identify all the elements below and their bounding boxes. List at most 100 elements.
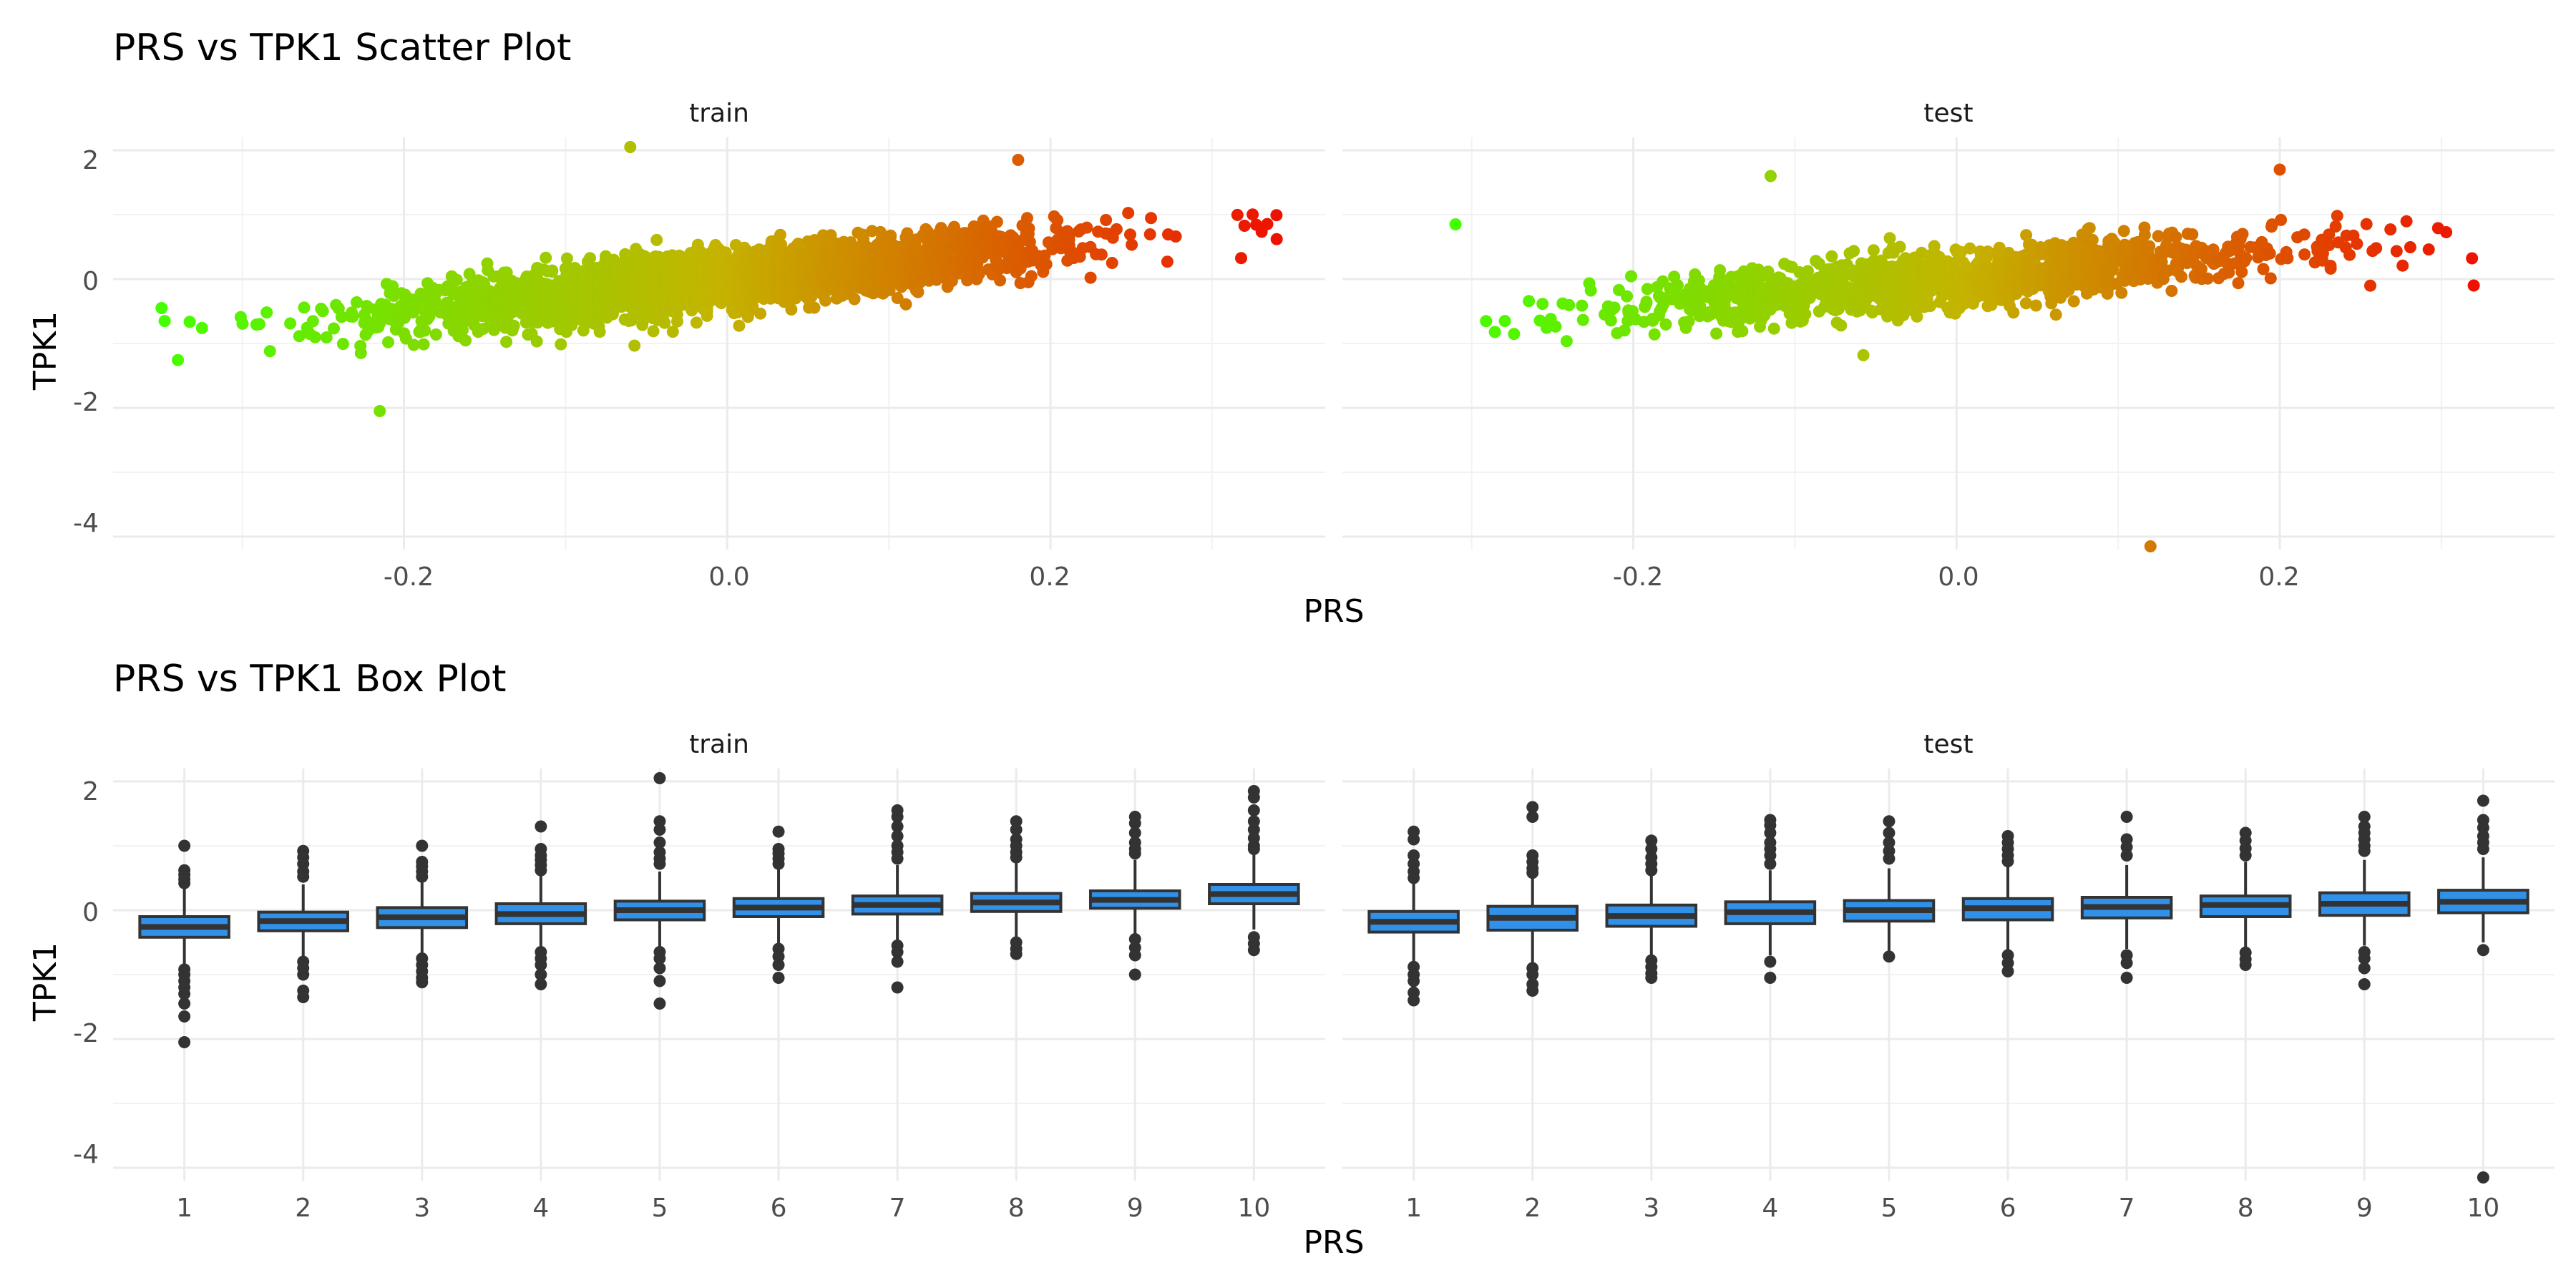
box-outlier-point [1883,836,1896,849]
scatter-point [972,268,985,280]
box-x-tick-label: 6 [2000,1194,2016,1223]
box-outlier-point [1526,985,1539,997]
box-outlier-point [2358,978,2371,990]
scatter-test-panel: test -0.2 0.0 0.2 [1342,99,2555,592]
box-outlier-point [2120,972,2133,984]
scatter-point [1126,238,1138,251]
scatter-point [2219,255,2232,268]
scatter-point [1508,328,1521,341]
scatter-point [2086,233,2099,246]
scatter-point [293,330,306,343]
scatter-point [1799,308,1812,321]
scatter-point [1169,230,1182,243]
scatter-train-points [155,141,1283,417]
scatter-point [1659,318,1672,331]
scatter-point [1911,310,1923,323]
box-outlier-point [1645,972,1658,984]
scatter-point [628,339,641,352]
scatter-point [1021,212,1033,225]
box-x-tick-label: 2 [295,1194,311,1223]
scatter-point [2324,262,2337,275]
scatter-y-tick-label: -4 [73,509,99,538]
scatter-y-axis-title: TPK1 [27,311,64,391]
scatter-point [1813,258,1825,270]
box-strip-train: train [689,730,749,759]
box-x-tick-label: 7 [889,1194,906,1223]
scatter-x-axis-title: PRS [1303,593,1364,630]
scatter-point [354,346,367,359]
box-outlier-point [1883,950,1896,963]
scatter-point [507,319,520,332]
scatter-point [1867,244,1880,257]
scatter-point [2360,218,2373,230]
box-x-axis-title: PRS [1303,1224,1364,1261]
box-train-x-ticks: 1 2 3 4 5 6 7 8 9 10 [176,1194,1270,1223]
scatter-point [2331,210,2343,223]
scatter-point [2404,241,2416,253]
box-outlier-point [1645,843,1658,855]
box-outlier-point [1645,834,1658,847]
box-outlier-point [1764,849,1777,862]
box-x-tick-label: 5 [652,1194,668,1223]
scatter-point [2323,239,2336,251]
scatter-point [624,141,637,153]
box-strip-test: test [1923,730,1973,759]
scatter-test-points [1449,163,2480,552]
box-outlier-point [653,772,666,784]
box-outlier-point [178,987,191,1000]
scatter-point [2232,277,2245,290]
scatter-point [346,311,359,323]
scatter-point [819,294,831,307]
scatter-point [2240,252,2253,265]
scatter-point [638,313,650,326]
box-outlier-point [1764,972,1777,984]
box-test-boxes [1367,794,2529,1184]
scatter-point [158,315,171,328]
scatter-point [382,336,394,348]
box-outlier-point [178,1010,191,1023]
scatter-train-x-tick-label: 0.0 [708,562,749,592]
scatter-point [417,338,430,351]
scatter-point [463,268,476,280]
scatter-point [1124,228,1136,241]
box-x-tick-label: 7 [2119,1194,2135,1223]
scatter-point [263,345,276,358]
scatter-point [1924,300,1936,313]
box-outlier-point [1764,857,1777,870]
box-x-tick-label: 1 [1405,1194,1422,1223]
box-x-tick-label: 6 [771,1194,787,1223]
scatter-point [253,318,265,331]
scatter-point [2298,248,2311,261]
box-outlier-point [891,981,904,994]
scatter-point [2049,308,2062,321]
box-outlier-point [653,815,666,828]
scatter-point [650,233,663,246]
scatter-point [2343,248,2356,261]
scatter-point [1560,335,1573,348]
scatter-point [1641,283,1654,296]
scatter-point [775,238,788,251]
box-y-tick-label: -2 [73,1019,99,1048]
box-outlier-point [2120,849,2133,862]
scatter-point [647,325,660,338]
box-x-tick-label: 3 [414,1194,430,1223]
scatter-point [994,274,1007,287]
box-outlier-point [297,991,310,1003]
scatter-point [1536,298,1549,311]
scatter-point [746,300,759,313]
scatter-point [901,227,914,240]
scatter-point [2117,225,2130,238]
scatter-point [899,298,912,311]
scatter-point [2400,215,2413,228]
scatter-y-tick-label: -2 [73,388,99,417]
scatter-point [1802,265,1814,278]
scatter-point [320,331,333,343]
scatter-point [2201,272,2214,285]
box-outlier-point [772,857,785,870]
box-train-panel: train 1 2 3 4 5 6 7 8 9 10 [113,730,1325,1223]
scatter-point [884,229,897,242]
box-outlier-point [2358,811,2371,823]
scatter-point [2165,285,2178,297]
scatter-train-x-ticks: -0.2 0.0 0.2 [384,562,1070,592]
scatter-strip-train: train [689,99,749,128]
